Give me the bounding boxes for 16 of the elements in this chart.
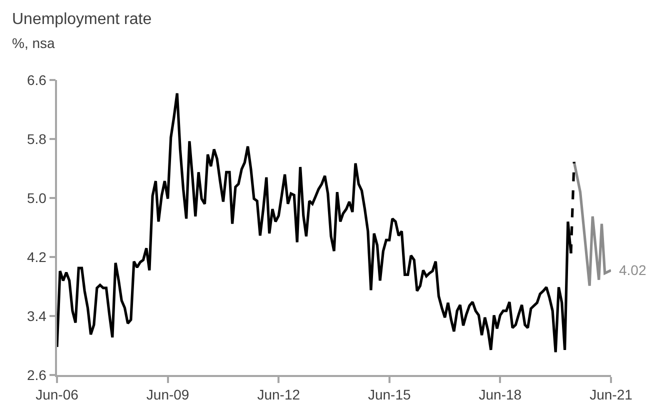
x-tick-label: Jun-18	[478, 386, 522, 403]
y-tick-label: 4.2	[26, 248, 47, 265]
chart-title: Unemployment rate	[12, 11, 152, 28]
x-tick-label: Jun-09	[146, 386, 190, 403]
chart-subtitle: %, nsa	[12, 35, 56, 51]
x-tick-label: Jun-15	[368, 386, 411, 403]
x-tick-label: Jun-21	[590, 386, 633, 403]
y-tick-label: 5.0	[26, 190, 47, 206]
x-tick-label: Jun-06	[36, 386, 79, 403]
line-series	[572, 160, 611, 288]
y-tick-label: 6.6	[26, 72, 47, 88]
y-tick-label: 5.8	[26, 130, 47, 147]
y-tick-label: 2.6	[26, 366, 47, 383]
annotation: 4.02	[619, 262, 646, 278]
x-tick-label: Jun-12	[257, 386, 300, 403]
y-tick-label: 3.4	[26, 308, 47, 324]
